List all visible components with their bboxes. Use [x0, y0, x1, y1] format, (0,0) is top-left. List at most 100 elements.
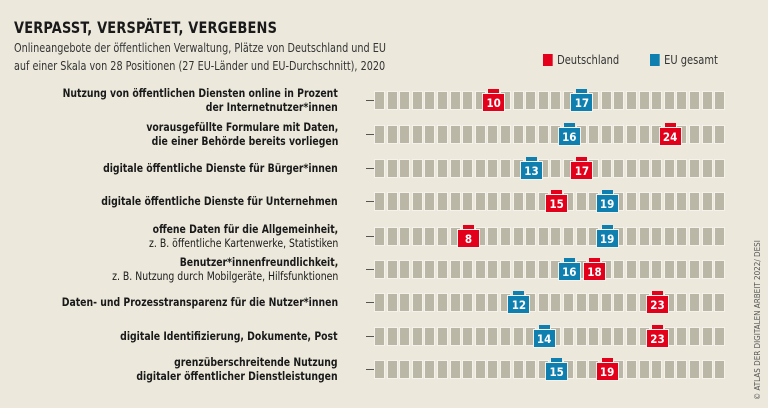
- leader-line: [366, 134, 374, 135]
- scale-cell: [550, 293, 562, 312]
- leader-line: [366, 302, 374, 303]
- scale-cell: [626, 360, 637, 379]
- marker-tab: [563, 123, 575, 127]
- leader-line: [366, 168, 374, 169]
- scale-cell: [613, 91, 625, 110]
- legend-swatch: [650, 53, 660, 66]
- marker-value: 8: [457, 229, 480, 248]
- chart-row: digitale Identifizierung, Dokumente, Pos…: [0, 319, 740, 353]
- scale-cell: [424, 227, 436, 246]
- scale-cell: [689, 293, 700, 312]
- scale-cell: [437, 91, 448, 110]
- scale-cell: [500, 260, 511, 279]
- subtitle-line-2: auf einer Skala von 28 Positionen (27 EU…: [14, 58, 386, 73]
- scale-cell: [500, 360, 511, 379]
- scale-cell: [487, 360, 499, 379]
- scale-cell: [462, 360, 474, 379]
- scale-cell: [386, 260, 398, 279]
- scale-cell: [663, 360, 675, 379]
- marker-value: 15: [545, 194, 569, 213]
- scale-cell: [638, 360, 650, 379]
- scale-cell: [512, 327, 524, 346]
- scale-cell: [613, 327, 625, 346]
- scale-cell: [474, 327, 486, 346]
- scale-cell: [689, 125, 700, 144]
- scale-cell: [399, 360, 411, 379]
- scale-cell: [537, 293, 549, 312]
- marker-value: 17: [570, 161, 594, 180]
- scale-cell: [424, 327, 436, 346]
- scale-cell: [411, 159, 423, 178]
- scale-cell: [588, 125, 600, 144]
- scale-cell: [449, 293, 461, 312]
- scale-cell: [676, 327, 688, 346]
- scale-cell: [626, 91, 637, 110]
- scale-cell: [474, 159, 486, 178]
- scale-cell: [474, 192, 486, 211]
- scale-cell: [424, 360, 436, 379]
- scale-cell: [487, 192, 499, 211]
- scale-cell: [714, 293, 726, 312]
- scale-cell: [638, 159, 650, 178]
- leader-line: [366, 369, 374, 370]
- marker-tab: [601, 225, 613, 229]
- scale-cell: [676, 293, 688, 312]
- scale-cell: [386, 360, 398, 379]
- row-label-line1: grenzüberschreitende Nutzung: [174, 355, 338, 369]
- scale-cell: [714, 327, 726, 346]
- row-label: digitale öffentliche Dienste für Bürger*…: [103, 161, 338, 175]
- scale-cell: [487, 293, 499, 312]
- chart-row: offene Daten für die Allgemeinheit, z. B.…: [0, 219, 740, 253]
- marker-value: 16: [557, 262, 581, 281]
- scale-cell: [449, 327, 461, 346]
- row-label: offene Daten für die Allgemeinheit, z. B.…: [149, 222, 338, 250]
- scale-cell: [563, 327, 574, 346]
- scale-cell: [374, 293, 385, 312]
- scale-cell: [689, 192, 700, 211]
- marker-tab: [576, 89, 588, 93]
- scale-cell: [437, 125, 448, 144]
- scale-cell: [663, 91, 675, 110]
- marker-tab: [576, 157, 588, 161]
- scale-cell: [600, 91, 612, 110]
- scale-cell: [550, 159, 562, 178]
- scale-cell: [701, 192, 713, 211]
- scale-cell: [537, 125, 549, 144]
- scale-cell: [424, 192, 436, 211]
- scale-cell: [487, 260, 499, 279]
- scale-cell: [676, 159, 688, 178]
- scale-cell: [424, 125, 436, 144]
- scale-cell: [399, 91, 411, 110]
- marker-tab: [551, 358, 563, 362]
- scale-cell: [525, 360, 537, 379]
- leader-line: [366, 336, 374, 337]
- scale-cell: [714, 125, 726, 144]
- marker-value: 23: [646, 295, 669, 314]
- scale-cell: [525, 192, 537, 211]
- scale-cell: [651, 360, 663, 379]
- scale-cell: [638, 227, 650, 246]
- scale-cell: [550, 91, 562, 110]
- scale-cell: [399, 125, 411, 144]
- scale-cell: [663, 260, 675, 279]
- scale-cell: [411, 192, 423, 211]
- row-label-line1: Benutzer*innenfreundlichkeit,: [179, 255, 338, 269]
- scale-cell: [676, 360, 688, 379]
- marker-value: 16: [557, 127, 581, 146]
- row-label-line2: der Internetnutzer*innen: [206, 100, 338, 114]
- scale-cell: [714, 192, 726, 211]
- scale-cell: [537, 227, 549, 246]
- scale-cell: [474, 293, 486, 312]
- scale-cell: [663, 192, 675, 211]
- scale-cell: [575, 192, 587, 211]
- scale-cell: [374, 159, 385, 178]
- scale-cell: [500, 125, 511, 144]
- marker-tab: [526, 157, 537, 161]
- scale-cell: [449, 192, 461, 211]
- scale-cell: [676, 260, 688, 279]
- scale-cell: [701, 227, 713, 246]
- scale-cell: [386, 192, 398, 211]
- subtitle-line-1: Onlineangebote der öffentlichen Verwaltu…: [14, 40, 386, 55]
- scale-cell: [386, 227, 398, 246]
- marker-value: 10: [482, 93, 506, 112]
